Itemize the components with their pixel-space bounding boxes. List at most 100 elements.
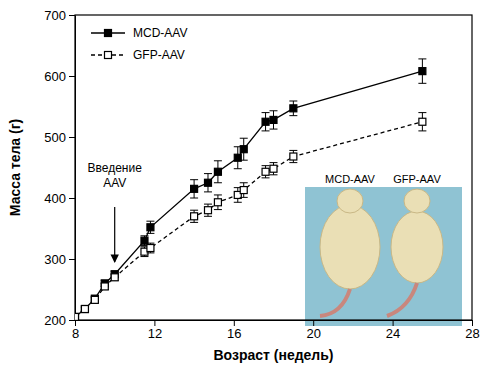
error-bar-cap	[214, 209, 222, 210]
error-bar-cap	[240, 138, 248, 139]
tick: 16	[227, 320, 241, 341]
error-bar-cap	[204, 191, 212, 192]
error-bar-cap	[146, 252, 154, 253]
error-bar	[146, 243, 154, 253]
error-bar-cap	[418, 58, 426, 59]
rat-body	[320, 205, 380, 289]
tick: 20	[306, 320, 320, 341]
error-bar-cap	[204, 204, 212, 205]
error-bar-cap	[240, 182, 248, 183]
error-bar-cap	[270, 129, 278, 130]
legend-label: MCD-AAV	[133, 26, 187, 40]
data-point	[75, 313, 79, 320]
error-bar-cap	[190, 198, 198, 199]
error-bar-cap	[240, 197, 248, 198]
error-bar	[214, 195, 222, 210]
data-point	[101, 283, 108, 290]
rat-figure	[320, 189, 380, 316]
data-point	[270, 116, 277, 123]
data-point	[111, 274, 118, 281]
annotation-text: ВведениеAAV	[88, 161, 143, 190]
error-bar	[214, 161, 222, 183]
error-bar	[418, 113, 426, 131]
error-bar-cap	[204, 173, 212, 174]
error-bar	[289, 150, 297, 162]
chart: MCD-AAVGFP-AAV81216202428200300400500600…	[0, 0, 483, 370]
y-axis-title: Масса тела (г)	[7, 119, 23, 216]
error-bar-cap	[140, 256, 148, 257]
tick-label: 400	[44, 191, 66, 206]
y-axis: 200300400500600700	[44, 8, 75, 328]
rat-tail	[320, 289, 350, 316]
legend: MCD-AAV GFP-AAV	[91, 26, 187, 62]
tick: 700	[44, 8, 75, 23]
photo-background	[305, 187, 462, 326]
tick-mark	[69, 76, 75, 77]
data-point	[191, 213, 198, 220]
tick-label: 28	[465, 326, 479, 341]
tick-label: 300	[44, 252, 66, 267]
data-point	[81, 306, 88, 313]
error-bar-cap	[270, 110, 278, 111]
tick-mark	[69, 320, 75, 321]
data-point	[204, 207, 211, 214]
error-bar-cap	[262, 177, 270, 178]
data-point	[191, 185, 198, 192]
error-bar-cap	[214, 160, 222, 161]
tick-mark	[313, 320, 314, 326]
error-bar	[270, 111, 278, 129]
axis-line	[75, 16, 76, 321]
error-bar-cap	[270, 162, 278, 163]
annotation-arrow	[114, 207, 115, 262]
error-bar	[146, 221, 154, 233]
error-bar-cap	[234, 168, 242, 169]
rat-head	[404, 189, 430, 213]
data-point	[204, 179, 211, 186]
photo-inset: MCD-AAV GFP-AAV	[305, 173, 462, 326]
photo-label: GFP-AAV	[393, 173, 441, 185]
legend-label: GFP-AAV	[133, 48, 185, 62]
tick-label: 16	[227, 326, 241, 341]
error-bar	[262, 113, 270, 131]
rat-figure	[387, 189, 443, 316]
error-bar-cap	[190, 222, 198, 223]
tick-label: 500	[44, 130, 66, 145]
rat-head	[337, 189, 363, 213]
photo-label: MCD-AAV	[325, 173, 376, 185]
error-bar-cap	[240, 160, 248, 161]
tick-mark	[69, 137, 75, 138]
tick-mark	[393, 320, 394, 326]
data-point	[290, 153, 297, 160]
tick: 28	[465, 320, 479, 341]
error-bar	[204, 174, 212, 192]
error-bar-cap	[140, 235, 148, 236]
error-bar-cap	[418, 112, 426, 113]
tick-mark	[75, 320, 76, 326]
data-point	[240, 187, 247, 194]
series-line	[75, 122, 422, 317]
data-point	[419, 68, 426, 75]
data-point	[214, 168, 221, 175]
tick-label: 12	[148, 326, 162, 341]
tick-mark	[472, 320, 473, 326]
data-point	[214, 199, 221, 206]
legend-marker	[105, 30, 112, 37]
rat-tail	[387, 283, 417, 316]
error-bar	[111, 274, 119, 280]
data-point	[419, 118, 426, 125]
data-point	[262, 118, 269, 125]
error-bar	[240, 183, 248, 198]
error-bar	[240, 138, 248, 160]
error-bar	[190, 210, 198, 222]
tick-mark	[234, 320, 235, 326]
error-bar-cap	[289, 162, 297, 163]
error-bar-cap	[262, 130, 270, 131]
tick: 600	[44, 69, 75, 84]
tick-label: 8	[72, 326, 79, 341]
tick: 300	[44, 252, 75, 267]
series-line	[75, 71, 422, 317]
data-point	[290, 105, 297, 112]
error-bar-cap	[190, 210, 198, 211]
error-bar-cap	[289, 150, 297, 151]
data-point	[91, 296, 98, 303]
